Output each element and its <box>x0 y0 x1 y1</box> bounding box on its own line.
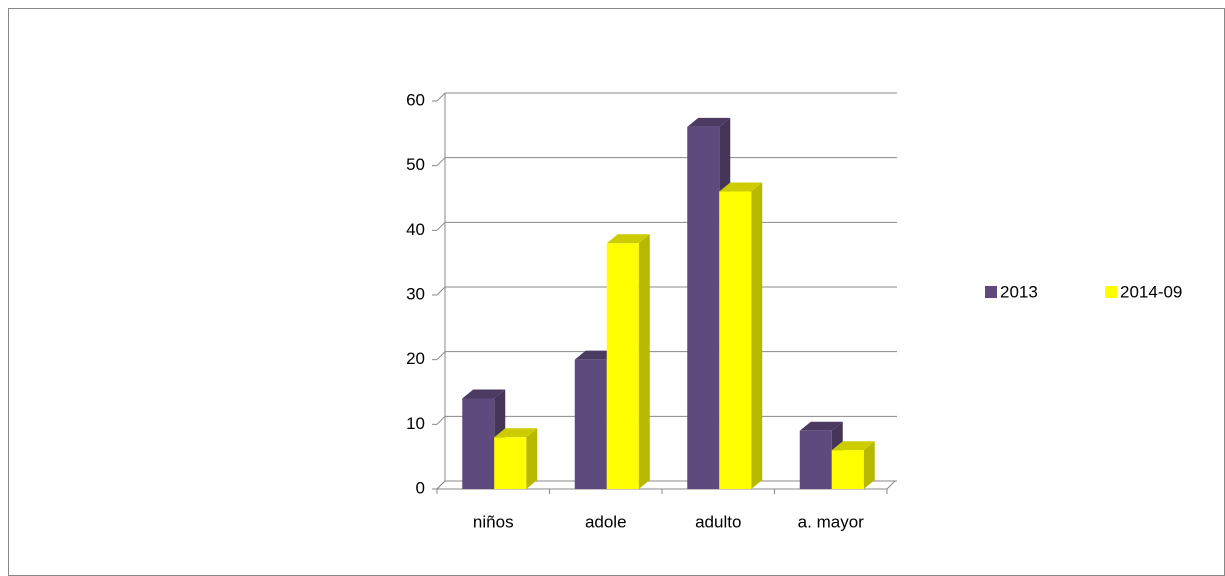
bar <box>606 243 639 489</box>
x-tick-label: adole <box>585 512 627 531</box>
bar-top <box>494 428 538 438</box>
legend-swatch <box>985 286 997 298</box>
bar <box>494 437 527 489</box>
bar-side <box>751 182 763 490</box>
bar <box>799 430 832 489</box>
bar-top <box>831 441 875 451</box>
grid-line <box>436 157 446 167</box>
y-tick-label: 60 <box>406 90 425 109</box>
bar-side <box>863 441 875 489</box>
bar-top <box>687 117 731 127</box>
legend-label: 2014-09 <box>1120 282 1182 301</box>
x-tick-label: a. mayor <box>798 512 864 531</box>
bar-top <box>606 234 650 244</box>
bar-top <box>462 389 506 399</box>
grid-line <box>436 286 446 296</box>
bar <box>462 398 495 489</box>
y-tick-label: 20 <box>406 349 425 368</box>
bar <box>831 450 864 489</box>
legend-label: 2013 <box>1000 282 1038 301</box>
y-tick-label: 0 <box>416 478 425 497</box>
grid-line <box>436 221 446 231</box>
bar-top <box>719 182 763 192</box>
bar-top <box>799 421 843 431</box>
grid-line <box>436 351 446 361</box>
x-tick-label: niños <box>473 512 514 531</box>
bar <box>719 191 752 490</box>
y-tick-label: 10 <box>406 414 425 433</box>
x-tick-label: adulto <box>695 512 741 531</box>
bar-side <box>638 234 650 489</box>
legend-swatch <box>1105 286 1117 298</box>
y-tick-label: 40 <box>406 220 425 239</box>
bar <box>574 359 607 489</box>
bar-side <box>526 428 538 489</box>
y-tick-label: 30 <box>406 284 425 303</box>
bar <box>687 126 720 489</box>
grid-line <box>436 415 446 425</box>
grid-line <box>436 92 446 102</box>
y-tick-label: 50 <box>406 155 425 174</box>
grid-line <box>436 480 446 490</box>
floor-edge <box>886 480 896 490</box>
